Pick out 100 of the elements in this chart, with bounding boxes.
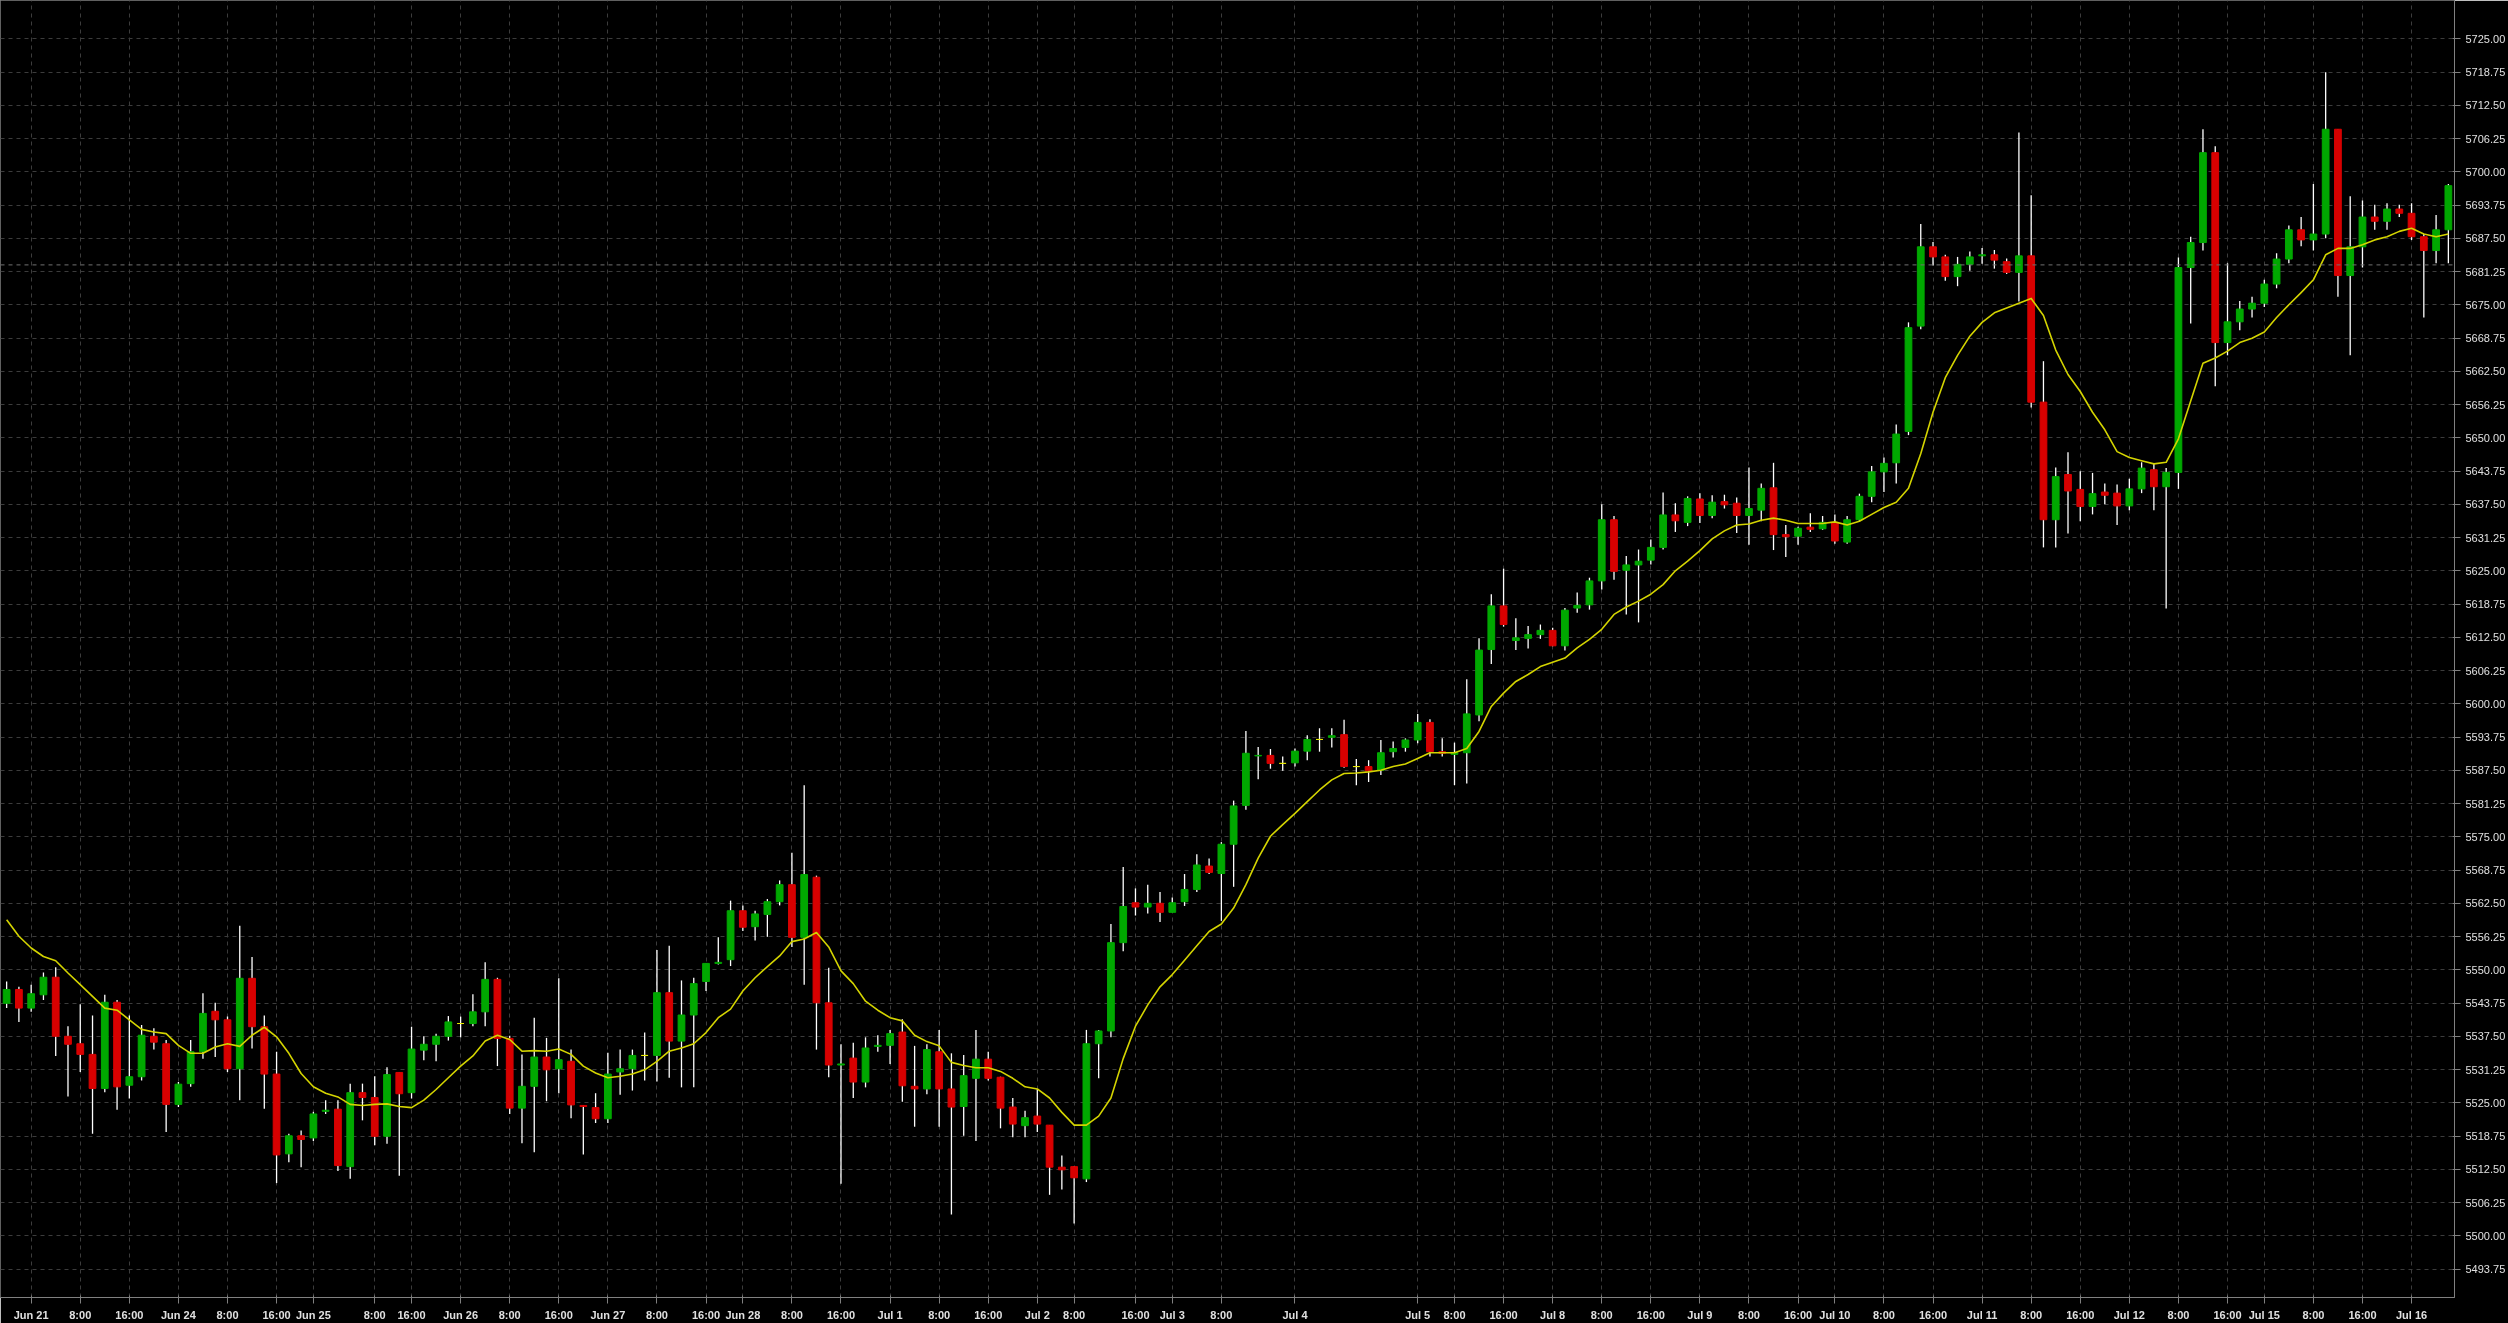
y-tick-label: 5625.00 (2465, 564, 2506, 577)
candlestick (1070, 1165, 1078, 1225)
x-tick-label: 16:00 (1121, 1308, 1150, 1321)
y-tick-label: 5525.00 (2465, 1096, 2506, 1109)
x-tick-label: 8:00 (2020, 1308, 2043, 1321)
y-tick-label: 5650.00 (2465, 431, 2506, 444)
candlestick (1745, 466, 1753, 546)
candlestick (1880, 456, 1888, 493)
candlestick (1327, 727, 1336, 749)
candlestick (738, 904, 747, 932)
candlestick (1781, 524, 1790, 558)
x-tick-label: 8:00 (1210, 1308, 1233, 1321)
x-tick-label: Jul 8 (1540, 1308, 1566, 1321)
candlestick (616, 1048, 625, 1096)
x-tick-label: Jun 24 (160, 1308, 197, 1321)
candlestick (984, 1051, 993, 1082)
y-tick-label: 5681.25 (2465, 265, 2506, 278)
line-series (5, 227, 2450, 1126)
candlestick (2260, 279, 2269, 308)
candlestick (2, 980, 11, 1009)
x-tick-label: 16:00 (544, 1308, 573, 1321)
candlestick (1021, 1110, 1029, 1139)
x-tick-label: 16:00 (2213, 1308, 2242, 1321)
candlestick (1646, 538, 1655, 566)
x-tick-label: 16:00 (1783, 1308, 1813, 1321)
x-tick-label: 8:00 (69, 1308, 92, 1321)
candlestick (211, 1002, 220, 1058)
candlestick (1830, 513, 1839, 545)
y-tick-label: 5581.25 (2465, 797, 2506, 810)
candlestick (15, 986, 23, 1023)
y-tick-label: 5587.50 (2465, 764, 2506, 777)
y-tick-label: 5531.25 (2465, 1063, 2506, 1076)
candlestick (2064, 451, 2072, 535)
x-tick-label: Jun 27 (590, 1308, 626, 1321)
candlestick (1377, 739, 1385, 776)
candlestick (419, 1035, 428, 1061)
x-tick-label: Jun 21 (13, 1308, 49, 1321)
x-tick-label: Jul 10 (1819, 1308, 1851, 1321)
candlestick (1585, 577, 1594, 611)
candlestick (1143, 884, 1152, 915)
candlestick (1622, 555, 1631, 616)
candlestick (174, 1081, 183, 1108)
y-tick-label: 5718.75 (2465, 66, 2506, 79)
candlestick (1794, 525, 1802, 546)
candlestick (358, 1082, 367, 1121)
x-tick-label: Jul 4 (1282, 1308, 1309, 1321)
x-tick-label: 8:00 (216, 1308, 239, 1321)
x-tick-label: Jun 26 (443, 1308, 479, 1321)
y-tick-label: 5606.25 (2465, 664, 2506, 677)
candlestick (2162, 467, 2171, 610)
candlestick (947, 1052, 956, 1216)
x-tick-label: 8:00 (928, 1308, 951, 1321)
x-tick-label: Jul 16 (2395, 1308, 2428, 1321)
x-tick-label: Jul 9 (1687, 1308, 1713, 1321)
candlestick (2419, 233, 2428, 319)
x-tick-label: Jun 28 (725, 1308, 761, 1321)
x-tick-label: 16:00 (1489, 1308, 1518, 1321)
candlestick (714, 936, 723, 966)
candlestick (518, 1053, 526, 1144)
candlestick (2309, 183, 2318, 252)
x-tick-label: 16:00 (115, 1308, 144, 1321)
candlestick (2370, 204, 2379, 231)
y-tick-label: 5568.75 (2465, 864, 2506, 877)
y-tick-label: 5518.75 (2465, 1130, 2506, 1143)
y-tick-label: 5550.00 (2465, 963, 2506, 976)
x-tick-label: Jul 1 (877, 1308, 903, 1321)
candlestick (702, 962, 710, 992)
candlestick (2248, 296, 2256, 319)
y-tick-label: 5643.75 (2465, 465, 2506, 478)
y-tick-label: 5662.50 (2465, 365, 2506, 378)
candlestick (1254, 746, 1263, 780)
x-tick-label: 8:00 (2302, 1308, 2325, 1321)
candlestick (1757, 482, 1766, 522)
candlestick (1499, 568, 1508, 628)
candlestick (2383, 202, 2391, 231)
y-tick-label: 5725.00 (2465, 32, 2506, 45)
y-tick-label: 5693.75 (2465, 199, 2506, 212)
x-tick-label: 8:00 (1737, 1308, 1760, 1321)
candlestick (150, 1027, 158, 1051)
candlestick (751, 910, 759, 942)
x-tick-label: 8:00 (498, 1308, 521, 1321)
candlestick (972, 1029, 980, 1142)
y-tick-label: 5562.50 (2465, 897, 2506, 910)
candlestick (837, 1043, 845, 1185)
candlestick (2137, 461, 2146, 494)
candlestick (2407, 202, 2416, 241)
candlestick (628, 1048, 637, 1092)
x-tick-label: 8:00 (645, 1308, 668, 1321)
candlestick (125, 1014, 134, 1100)
candlestick (1708, 494, 1717, 519)
candlestick (2088, 472, 2097, 516)
y-tick-label: 5631.25 (2465, 531, 2506, 544)
candlestick (2015, 131, 2023, 303)
candlestick (763, 898, 772, 938)
x-tick-label: 8:00 (1872, 1308, 1895, 1321)
candlestick (284, 1133, 293, 1164)
candlestick (1008, 1097, 1017, 1139)
candlestick (39, 971, 48, 1001)
candlestick (1990, 249, 1999, 270)
y-tick-label: 5637.50 (2465, 498, 2506, 511)
